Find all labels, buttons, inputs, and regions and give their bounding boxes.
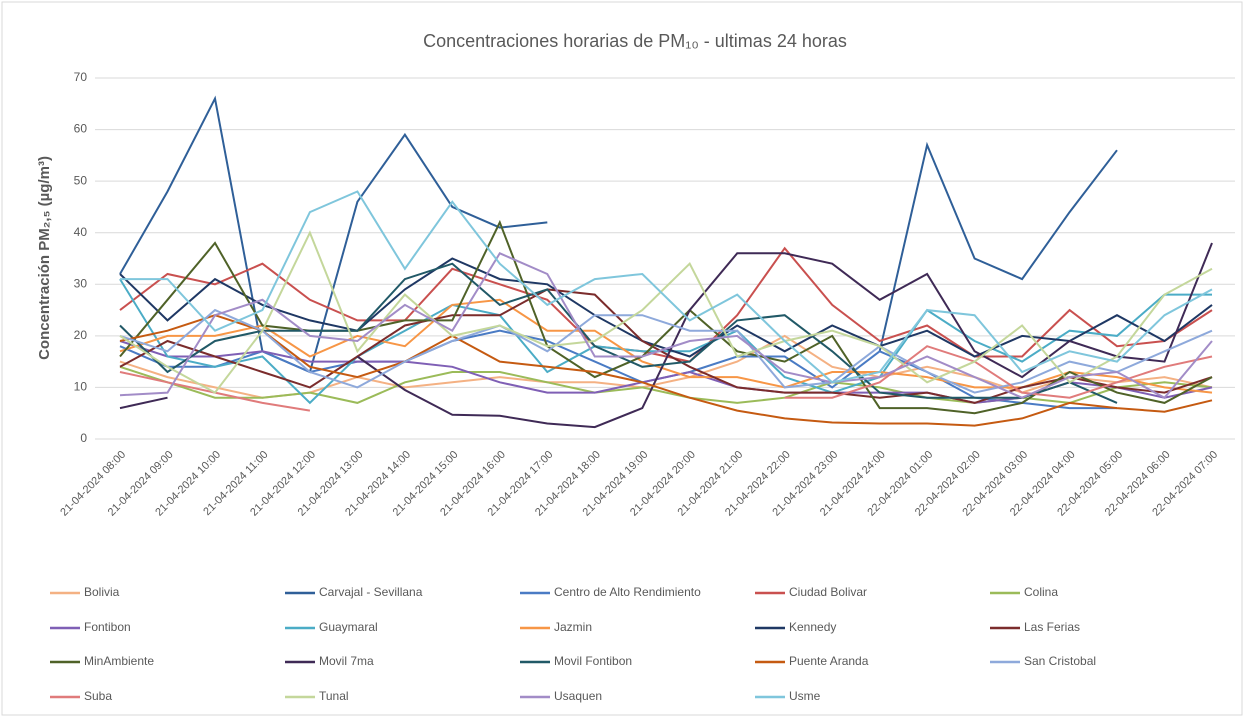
legend-label: Guaymaral [319, 620, 378, 634]
y-tick-label: 30 [74, 276, 88, 290]
series-line [119, 95, 1118, 374]
series-line [119, 308, 1213, 394]
series-line [119, 288, 1213, 404]
legend-label: Usaquen [554, 689, 602, 703]
chart-title: Concentraciones horarias de PM₁₀ - ultim… [423, 31, 847, 51]
legend-label: Las Ferias [1024, 620, 1080, 634]
series-line [119, 252, 1213, 399]
y-axis-label: Concentración PM₂,₅ (µg/m³) [36, 156, 53, 360]
legend-label: Kennedy [789, 620, 836, 634]
legend-label: Bolivia [84, 585, 120, 599]
y-tick-label: 50 [74, 173, 88, 187]
legend-label: Usme [789, 689, 821, 703]
y-tick-label: 20 [74, 328, 88, 342]
y-tick-label: 70 [74, 70, 88, 84]
y-tick-label: 40 [74, 225, 88, 239]
legend-label: Colina [1024, 585, 1058, 599]
legend-label: Movil Fontibon [554, 654, 632, 668]
legend-label: Tunal [319, 689, 349, 703]
legend-label: San Cristobal [1024, 654, 1096, 668]
legend-label: Suba [84, 689, 112, 703]
y-tick-label: 60 [74, 122, 88, 136]
legend-label: Centro de Alto Rendimiento [554, 585, 701, 599]
legend-label: Movil 7ma [319, 654, 374, 668]
series-line [119, 329, 1117, 410]
legend-label: Jazmin [554, 620, 592, 634]
series-line [120, 190, 1213, 384]
series-line [119, 246, 1213, 363]
y-tick-label: 10 [74, 380, 88, 394]
series-line [119, 242, 1213, 429]
legend-label: Puente Aranda [789, 654, 869, 668]
legend-label: Carvajal - Sevillana [319, 585, 423, 599]
series-line [119, 314, 1213, 427]
y-tick-label: 0 [80, 431, 87, 445]
legend-label: MinAmbiente [84, 654, 154, 668]
legend-label: Fontibon [84, 620, 131, 634]
series-line [119, 278, 1212, 405]
series-line [119, 230, 1213, 394]
legend-label: Ciudad Bolivar [789, 585, 867, 599]
